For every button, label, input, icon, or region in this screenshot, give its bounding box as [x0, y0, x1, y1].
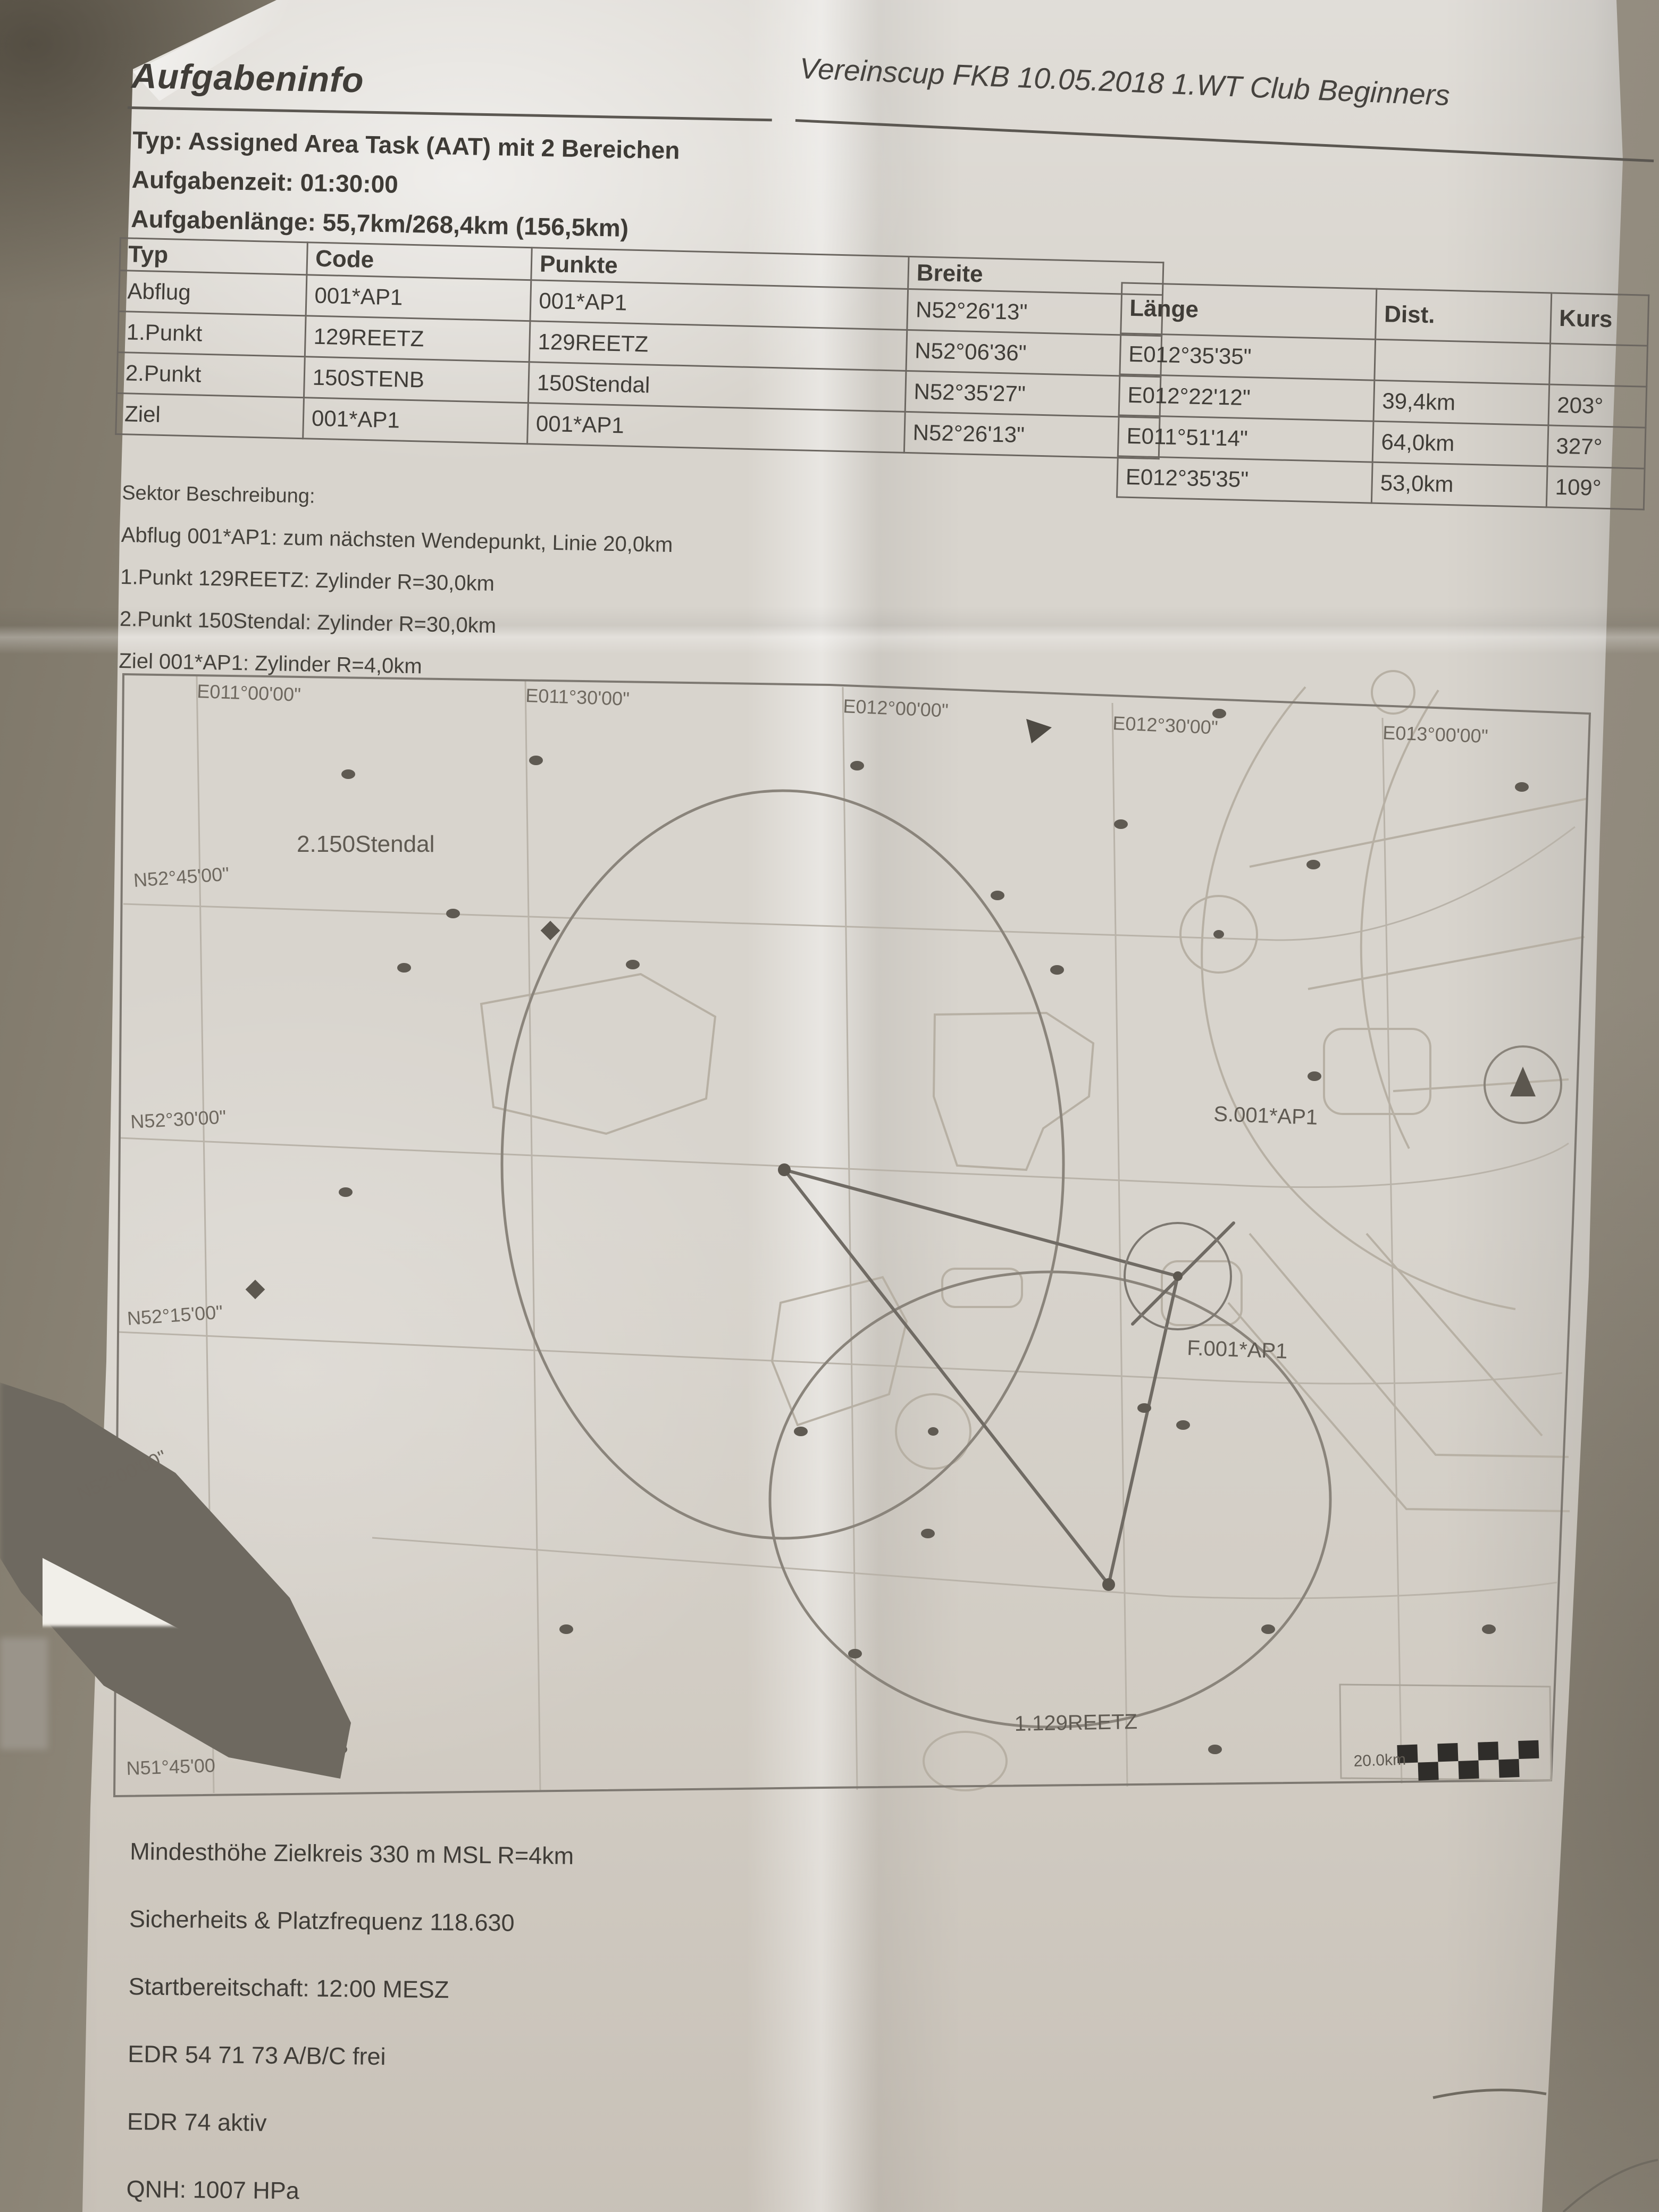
map-point-labels: 2.150Stendal S.001*AP1 F.001*AP1 1.129RE…	[297, 831, 1406, 1770]
lat-label: N52°30'00"	[130, 1106, 227, 1133]
ap1-point	[1173, 1271, 1183, 1281]
task-leg-ap1-stendal	[783, 1168, 1179, 1278]
scale-label: 20.0km	[1353, 1751, 1406, 1770]
vor-circle-icon	[1484, 1045, 1562, 1124]
turnpoint2-label: 2.150Stendal	[297, 831, 434, 857]
footer-line: Mindesthöhe Zielkreis 330 m MSL R=4km	[130, 1837, 574, 1870]
task-leg-reetz-ap1	[1107, 1275, 1179, 1586]
lat-label: N52°15'00"	[127, 1301, 224, 1329]
airspace-outlines	[480, 670, 1588, 1791]
map-border	[113, 673, 1591, 1798]
lon-label: E012°00'00"	[843, 695, 949, 722]
north-arrow-icon	[1026, 719, 1052, 743]
reetz-point	[1102, 1578, 1115, 1591]
lon-label: E011°30'00"	[525, 684, 630, 710]
footer-line: QNH: 1007 HPa	[126, 2175, 300, 2205]
reetz-sector-circle	[768, 1270, 1332, 1729]
footer-line: EDR 74 aktiv	[127, 2107, 267, 2136]
pencil-marks	[1432, 2088, 1658, 2212]
task-leg-stendal-reetz	[783, 1168, 1110, 1586]
finish-label: F.001*AP1	[1187, 1336, 1288, 1363]
footer-line: Startbereitschaft: 12:00 MESZ	[128, 1972, 449, 2004]
airfield-dots	[333, 709, 1529, 1754]
lat-label: N52°45'00"	[133, 863, 230, 891]
scale-bar	[1397, 1740, 1539, 1781]
footer-notes: Mindesthöhe Zielkreis 330 m MSL R=4km Si…	[126, 1817, 574, 2212]
start-finish-circle	[1124, 1222, 1232, 1330]
footer-line: EDR 54 71 73 A/B/C frei	[128, 2040, 386, 2071]
map-symbols	[245, 719, 1562, 1300]
paper-crease	[0, 606, 1659, 654]
stendal-point	[778, 1163, 791, 1176]
paper-tear-edge	[0, 1638, 48, 1749]
start-label: S.001*AP1	[1213, 1102, 1318, 1129]
lon-label: E012°30'00"	[1112, 712, 1219, 739]
lon-label: E013°00'00"	[1382, 722, 1489, 747]
lat-label: N51°45'00	[126, 1754, 216, 1779]
graticule	[118, 676, 1576, 1794]
scale-inset-box	[1339, 1683, 1552, 1781]
lon-label: E011°00'00"	[197, 680, 301, 706]
footer-line: Sicherheits & Platzfrequenz 118.630	[129, 1905, 515, 1937]
vor-triangle-icon	[1510, 1067, 1536, 1096]
stendal-sector-circle	[500, 789, 1065, 1540]
turnpoint1-label: 1.129REETZ	[1014, 1710, 1137, 1736]
